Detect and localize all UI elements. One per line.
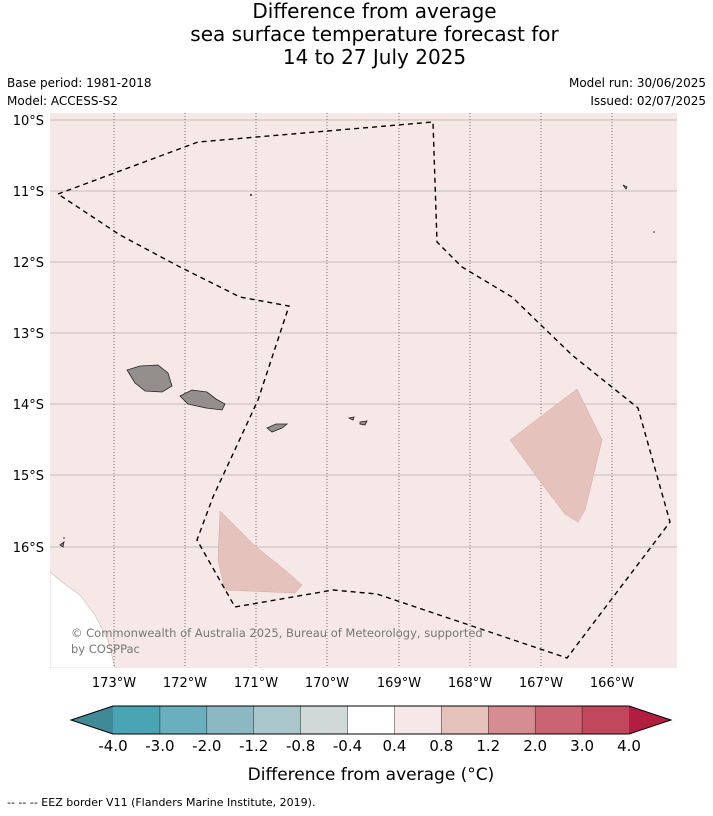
colorbar-tick-label: 1.2: [476, 737, 500, 755]
colorbar-tick-label: -1.2: [239, 737, 268, 755]
colorbar-tick-label: -3.0: [145, 737, 174, 755]
island-upolu: [179, 389, 226, 411]
island-tutuila: [266, 423, 289, 433]
lon-label: 169°W: [377, 676, 421, 691]
colorbar-tick-label: 0.4: [383, 737, 407, 755]
lon-label: 171°W: [234, 676, 278, 691]
colorbar-tick-label: 0.8: [429, 737, 453, 755]
islet-2: [653, 231, 655, 233]
lat-label: 11°S: [13, 185, 44, 200]
no-data-area: [50, 571, 116, 668]
colorbar-outline: [69, 705, 673, 735]
meta-left: Base period: 1981-2018 Model: ACCESS-S2: [7, 74, 152, 110]
base-period: Base period: 1981-2018: [7, 76, 152, 90]
colorbar-segment: [535, 706, 583, 734]
lat-label: 16°S: [13, 541, 44, 556]
island-rose: [59, 541, 65, 548]
colorbar-segment: [113, 706, 161, 734]
warm-anomaly-patch-east: [509, 388, 603, 523]
colorbar-segment: [300, 706, 349, 734]
lat-label: 14°S: [13, 398, 44, 413]
tiny-islets: [63, 194, 655, 539]
lat-labels: 10°S 11°S 12°S 13°S 14°S 15°S 16°S: [13, 114, 44, 556]
issued-date: Issued: 02/07/2025: [590, 94, 706, 108]
land: [59, 184, 628, 548]
eez-borders: [56, 121, 671, 659]
colorbar-segment: [253, 706, 302, 734]
copyright-line-2: by COSPPac: [71, 642, 140, 656]
lon-label: 170°W: [305, 676, 349, 691]
islet-1: [250, 194, 252, 196]
lon-label: 173°W: [92, 676, 136, 691]
island-swains: [622, 184, 628, 190]
colorbar-title: Difference from average (°C): [248, 765, 495, 785]
lon-label: 166°W: [590, 676, 634, 691]
lon-label: 172°W: [163, 676, 207, 691]
model-run: Model run: 30/06/2025: [568, 76, 706, 90]
colorbar-tick-label: -2.0: [192, 737, 221, 755]
title-line-2: sea surface temperature forecast for: [190, 22, 559, 46]
colorbar-segment: [582, 706, 630, 734]
lat-label: 13°S: [13, 327, 44, 342]
island-ofu: [347, 416, 355, 421]
colorbar-tick-label: 4.0: [617, 737, 641, 755]
island-tau: [359, 420, 368, 426]
footnote: -- -- -- EEZ border V11 (Flanders Marine…: [7, 796, 316, 809]
colorbar-segment: [441, 706, 489, 734]
lat-label: 15°S: [13, 469, 44, 484]
colorbar-segment: [206, 706, 255, 734]
lat-label: 10°S: [13, 114, 44, 129]
colorbar-segment: [347, 706, 395, 734]
model-name: Model: ACCESS-S2: [7, 94, 119, 108]
colorbar-tick-label: 2.0: [523, 737, 547, 755]
eez-border-american-samoa: [56, 121, 671, 659]
colorbar-tick-label: 3.0: [570, 737, 594, 755]
colorbar-extension-high: [629, 706, 671, 734]
island-savaii: [126, 364, 173, 393]
colorbar-segment: [159, 706, 208, 734]
colorbar: [69, 705, 673, 735]
colorbar-tick-label: -0.8: [286, 737, 315, 755]
colorbar-tick-label: -0.4: [333, 737, 362, 755]
islet-3: [63, 537, 65, 539]
lat-label: 12°S: [13, 256, 44, 271]
colorbar-tick-label: -4.0: [98, 737, 127, 755]
colorbar-segment: [488, 706, 536, 734]
chart-title: Difference from average sea surface temp…: [0, 0, 713, 69]
lon-label: 168°W: [448, 676, 492, 691]
title-line-3: 14 to 27 July 2025: [282, 45, 467, 69]
lon-label: 167°W: [519, 676, 563, 691]
title-line-1: Difference from average: [252, 0, 497, 23]
colorbar-extension-low: [71, 706, 113, 734]
colorbar-segment: [394, 706, 442, 734]
lon-labels: 173°W 172°W 171°W 170°W 169°W 168°W 167°…: [92, 676, 634, 691]
warm-anomaly-patch-south: [217, 510, 303, 594]
colorbar-labels: -4.0 -3.0 -2.0 -1.2 -0.8 -0.4 0.4 0.8 1.2 2.0 3.0 4…: [98, 737, 641, 755]
meta-right: Model run: 30/06/2025 Issued: 02/07/2025: [569, 74, 706, 110]
copyright-line-1: © Commonwealth of Australia 2025, Bureau…: [71, 626, 483, 640]
